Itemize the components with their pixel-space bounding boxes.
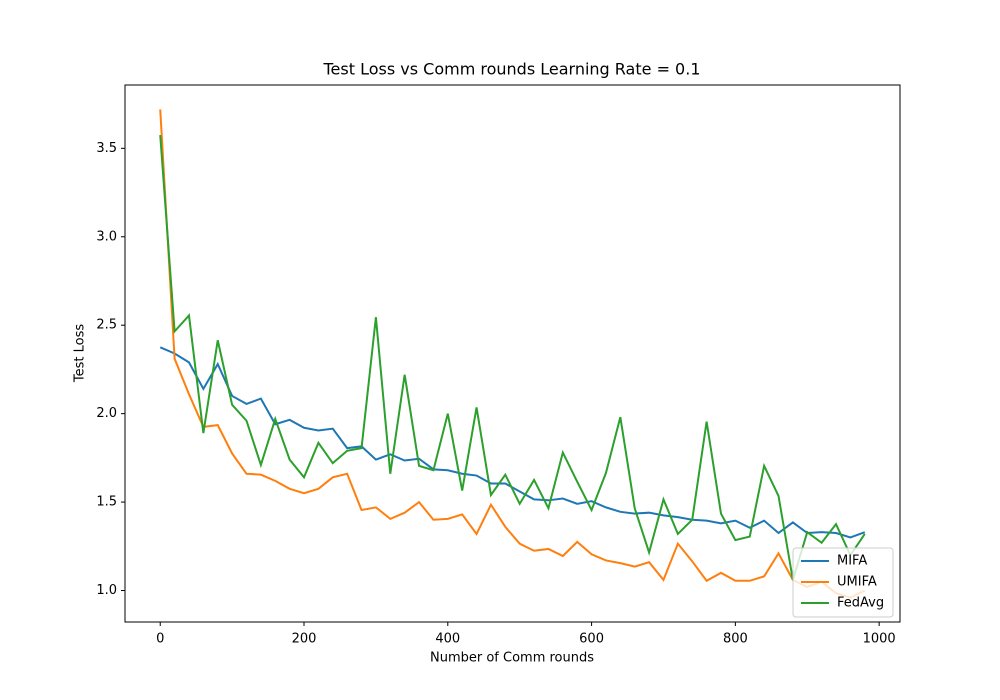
y-tick-label: 3.5 [96, 141, 117, 156]
x-tick-label: 600 [579, 632, 604, 647]
y-tick-label: 3.0 [96, 229, 117, 244]
line-series [159, 109, 866, 599]
y-tick-label: 2.0 [96, 406, 117, 421]
x-tick-label: 400 [435, 632, 460, 647]
legend-label: MIFA [837, 554, 867, 569]
legend-label: UMIFA [837, 575, 877, 590]
line-series [159, 134, 866, 581]
chart-title: Test Loss vs Comm rounds Learning Rate =… [322, 60, 700, 79]
y-tick-label: 1.0 [96, 583, 117, 598]
plot-frame [124, 84, 901, 623]
y-tick-label: 2.5 [96, 318, 117, 333]
x-tick-label: 0 [156, 632, 164, 647]
legend-box [792, 547, 894, 618]
y-axis-label: Test Loss [73, 324, 88, 383]
x-tick-label: 800 [723, 632, 748, 647]
x-axis-label: Number of Comm rounds [430, 651, 594, 666]
x-tick-label: 200 [292, 632, 317, 647]
y-tick-label: 1.5 [96, 495, 117, 510]
legend-label: FedAvg [837, 596, 884, 611]
x-tick-label: 1000 [863, 632, 896, 647]
